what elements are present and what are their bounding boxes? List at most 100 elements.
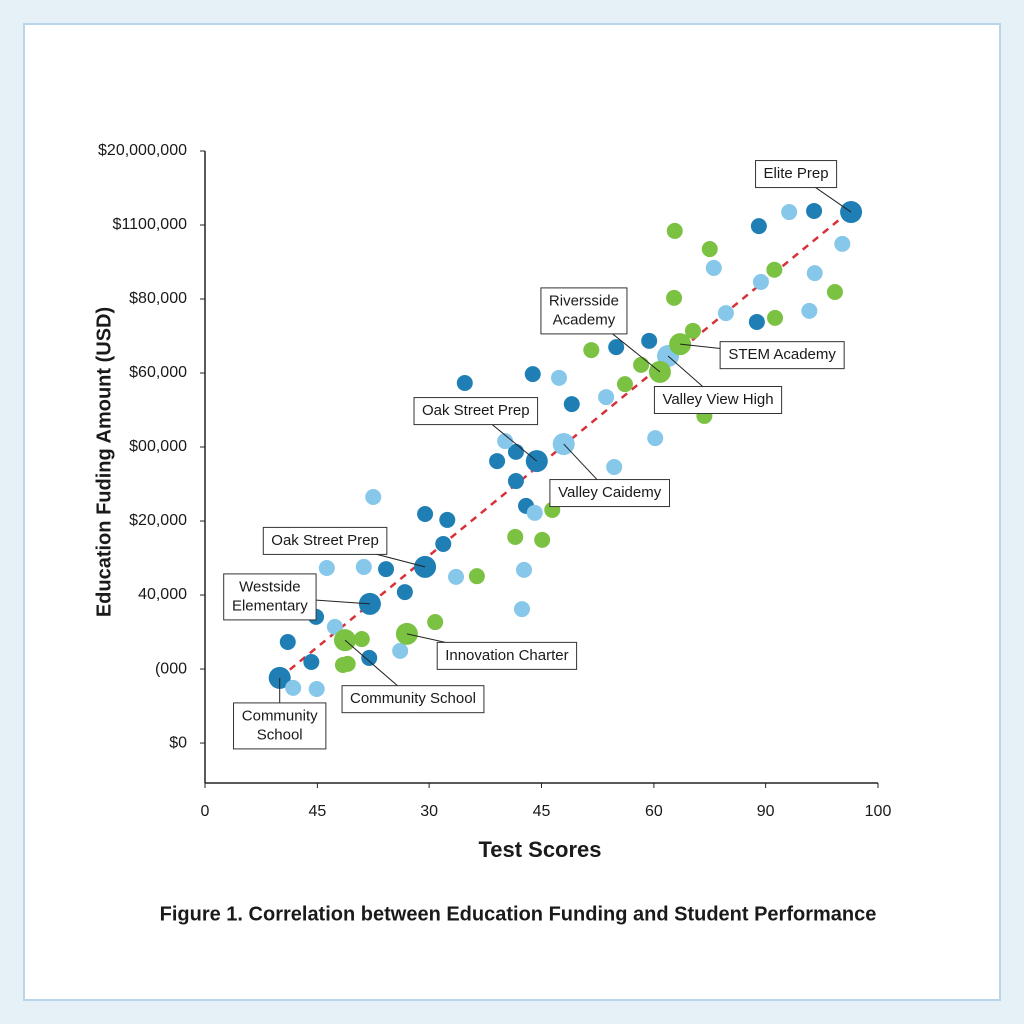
annotation-box (549, 479, 671, 508)
annotation-box (341, 685, 485, 714)
point (448, 568, 465, 585)
point (834, 235, 851, 252)
point (468, 568, 485, 585)
y-tick-label: $20,000,000 (98, 142, 187, 159)
point (806, 265, 823, 282)
point (583, 342, 600, 359)
annotation: Valley Caidemy (549, 443, 671, 508)
annotation-box (540, 287, 628, 335)
point (339, 655, 356, 672)
annotation: Riversside Academy (540, 287, 661, 373)
annotation: Elite Prep (755, 160, 852, 213)
point (318, 560, 335, 577)
point (456, 375, 473, 392)
y-tick-label: $00,000 (129, 438, 187, 455)
x-tick-label: 100 (865, 803, 892, 820)
point (308, 681, 325, 698)
point (641, 332, 658, 349)
point (365, 488, 382, 505)
point (353, 631, 370, 648)
point (616, 376, 633, 393)
annotation-box (436, 641, 578, 670)
point (489, 453, 506, 470)
point (326, 618, 343, 635)
annotation-box (262, 526, 388, 555)
point (647, 430, 664, 447)
annotation: Community School (341, 639, 485, 714)
annotation-label: Oak Street Prep (271, 532, 379, 549)
point (303, 654, 320, 671)
annotation: STEM Academy (680, 341, 845, 370)
y-tick-label: (000 (155, 660, 187, 677)
point (750, 218, 767, 235)
x-tick-label: 90 (757, 803, 775, 820)
point (748, 313, 765, 330)
x-tick-label: 45 (308, 803, 326, 820)
annotation-label: Oak Street Prep (422, 402, 530, 419)
annotation-label: Elementary (232, 597, 308, 614)
point (355, 558, 372, 575)
y-axis-title: Education Fuding Amount (USD) (93, 307, 115, 617)
point (507, 528, 524, 545)
annotation: Innovation Charter (406, 633, 578, 670)
point (513, 601, 530, 618)
caption: Figure 1. Correlation between Education … (160, 903, 877, 925)
point (606, 459, 623, 475)
point (598, 389, 615, 406)
point (435, 535, 452, 552)
point (526, 504, 543, 521)
annotation: Community School (233, 677, 327, 750)
annotation-box (223, 573, 317, 621)
point (633, 356, 650, 373)
point (427, 614, 444, 631)
point (378, 561, 395, 578)
annotation-label: School (257, 726, 303, 743)
point (285, 679, 302, 696)
annotation-label: Community School (350, 690, 476, 707)
annotation-label: Community (242, 707, 318, 724)
point (392, 642, 409, 659)
annotation-label: Elite Prep (764, 165, 829, 182)
annotation: Oak Street Prep (262, 526, 426, 568)
point (717, 305, 734, 322)
point (608, 339, 625, 356)
point (516, 561, 533, 578)
point (752, 273, 769, 290)
point (806, 202, 823, 219)
x-tick-label: 60 (645, 803, 663, 820)
x-tick-label: 0 (201, 803, 210, 820)
point (497, 433, 514, 450)
point (705, 259, 722, 276)
point (766, 261, 783, 278)
y-tick-label: $20,000 (129, 512, 187, 529)
annotation-label: Valley View High (662, 391, 773, 408)
y-tick-label: $60,000 (129, 364, 187, 381)
y-tick-label: $1100,000 (113, 216, 188, 233)
point (361, 649, 378, 666)
annotation: Valley View High (653, 355, 783, 414)
point (534, 531, 551, 548)
point (524, 366, 541, 383)
annotation: Oak Street Prep (413, 397, 539, 462)
point (801, 302, 818, 319)
point (781, 204, 798, 221)
point (684, 322, 701, 339)
annotation-box (755, 160, 838, 189)
point (439, 511, 456, 528)
point (279, 634, 296, 651)
x-axis-title: Test Scores (478, 837, 601, 862)
annotation-label: Innovation Charter (445, 647, 568, 664)
point (550, 369, 567, 386)
annotation: Westside Elementary (223, 573, 370, 621)
annotation-box (719, 341, 845, 370)
annotation-box (233, 702, 327, 750)
point (767, 309, 784, 326)
point (666, 222, 683, 239)
annotation-label: STEM Academy (728, 346, 836, 363)
point (826, 283, 843, 300)
annotation-label: Westside (239, 578, 300, 595)
point (417, 505, 434, 522)
point (507, 473, 524, 490)
